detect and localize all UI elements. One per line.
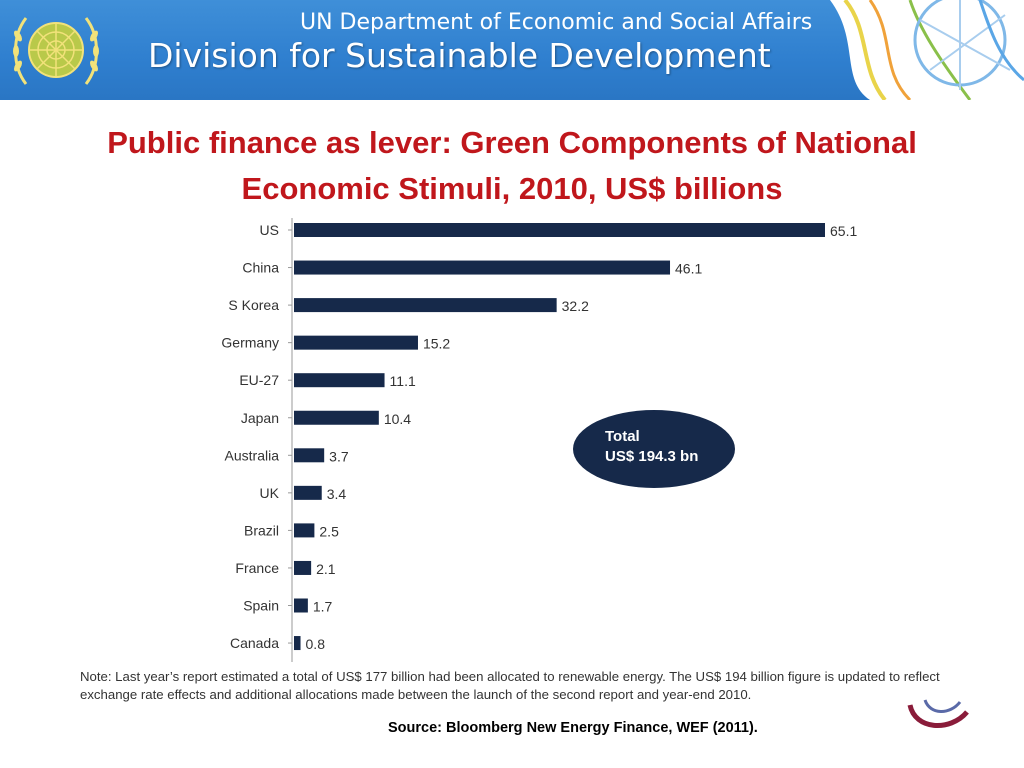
value-label: 65.1 <box>830 223 857 239</box>
value-label: 2.1 <box>316 561 336 577</box>
slide-title: Public finance as lever: Green Component… <box>107 125 917 206</box>
category-label: Spain <box>243 598 279 614</box>
category-label: Australia <box>225 447 280 463</box>
header-division: Division for Sustainable Development <box>148 36 771 75</box>
category-label: France <box>235 560 279 576</box>
bar <box>294 373 385 388</box>
bar <box>294 335 418 350</box>
bar <box>294 485 322 500</box>
chart-note: Note: Last year’s report estimated a tot… <box>80 669 940 702</box>
decorative-globe-art <box>830 0 1024 100</box>
source-citation: Source: Bloomberg New Energy Finance, WE… <box>388 720 758 736</box>
value-label: 1.7 <box>313 599 333 615</box>
total-value: US$ 194.3 bn <box>605 448 699 465</box>
un-emblem-logo <box>13 17 99 85</box>
bar <box>294 223 825 237</box>
value-label: 32.2 <box>562 298 589 314</box>
bar <box>294 523 315 538</box>
bar <box>294 260 671 275</box>
bar-chart: US 65.1 China 46.1 S Korea 32.2 Germany 15.2 EU-… <box>221 218 857 662</box>
category-label: S Korea <box>228 297 279 313</box>
total-bubble-text: Total US$ 194.3 bn <box>605 427 698 467</box>
bars-group: US 65.1 China 46.1 S Korea 32.2 Germany 15.2 EU-… <box>221 222 857 652</box>
value-label: 15.2 <box>423 336 450 352</box>
value-label: 0.8 <box>306 636 326 652</box>
category-label: Brazil <box>244 522 279 538</box>
value-label: 46.1 <box>675 261 702 277</box>
category-label: UK <box>260 485 280 501</box>
value-label: 3.4 <box>327 486 347 502</box>
decorative-swoosh-logo <box>907 699 969 728</box>
bar <box>294 410 379 425</box>
bar <box>294 298 557 313</box>
category-label: EU-27 <box>239 372 279 388</box>
total-bubble <box>573 410 735 488</box>
bar <box>294 560 312 575</box>
bar <box>294 448 325 463</box>
value-label: 3.7 <box>329 448 349 464</box>
header-department: UN Department of Economic and Social Aff… <box>300 10 813 35</box>
header-banner: UN Department of Economic and Social Aff… <box>0 0 1024 100</box>
value-label: 2.5 <box>319 523 339 539</box>
bar <box>294 636 301 651</box>
category-label: US <box>260 222 279 238</box>
category-label: Japan <box>241 410 279 426</box>
value-label: 11.1 <box>390 373 416 389</box>
category-label: Canada <box>230 635 279 651</box>
category-label: China <box>242 260 279 276</box>
value-label: 10.4 <box>384 411 411 427</box>
bar <box>294 598 308 613</box>
category-label: Germany <box>221 335 279 351</box>
total-label: Total <box>605 428 640 445</box>
